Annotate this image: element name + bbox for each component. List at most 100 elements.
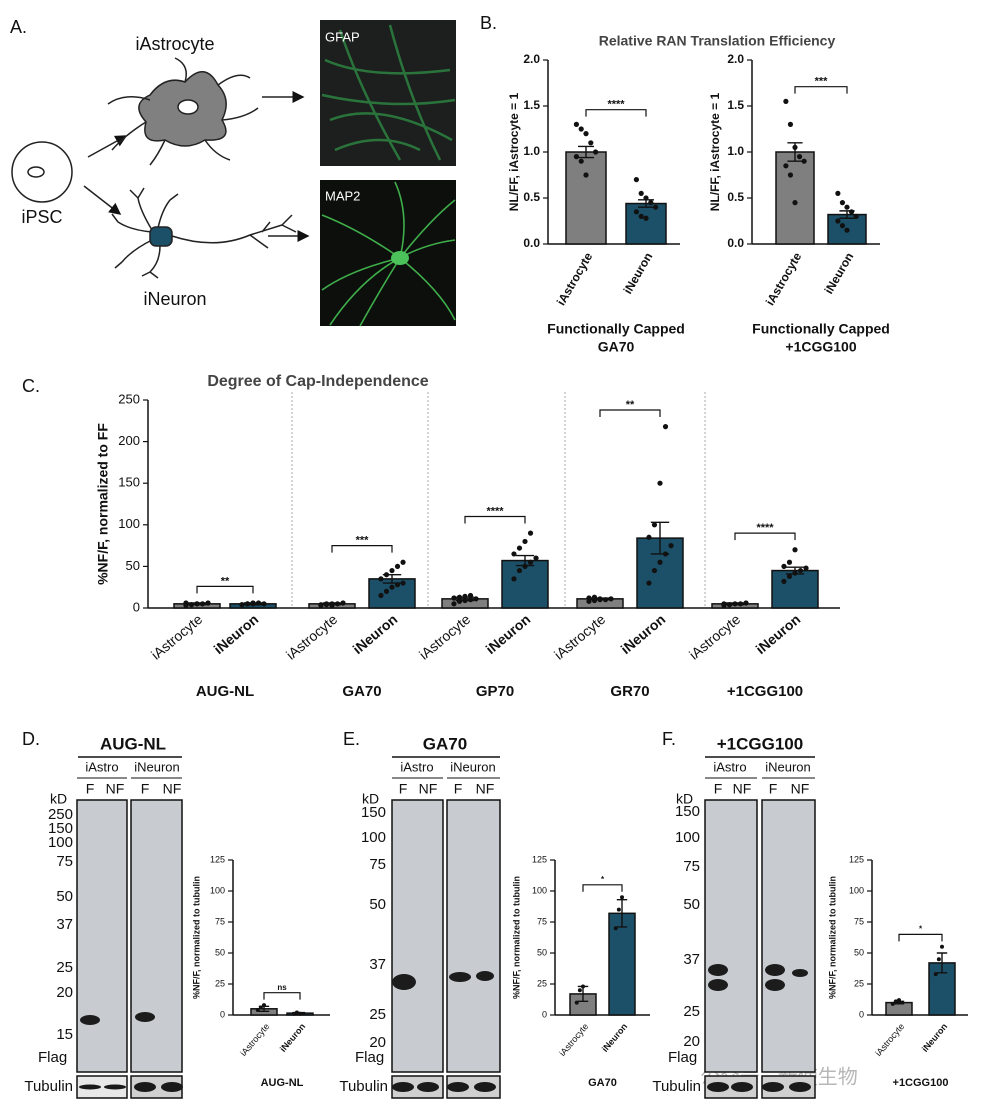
data-point xyxy=(389,567,395,574)
panel-label: C. xyxy=(22,376,40,396)
data-point xyxy=(394,582,401,588)
data-point xyxy=(205,600,211,606)
data-point xyxy=(383,572,390,578)
marker-label: 150 xyxy=(361,804,386,821)
y-tick-label: 0.5 xyxy=(523,190,540,204)
blot-band xyxy=(765,964,785,976)
data-point xyxy=(848,209,855,215)
cell-label: iPSC xyxy=(21,207,62,227)
lane-label: NF xyxy=(733,781,752,797)
significance-bracket xyxy=(582,884,623,892)
data-point xyxy=(334,601,341,607)
category-label: iAstrocyte xyxy=(873,1021,906,1058)
data-point xyxy=(378,576,384,582)
category-label: iAstrocyte xyxy=(551,611,609,663)
significance-label: *** xyxy=(815,76,829,88)
marker-label: 20 xyxy=(369,1034,386,1051)
y-axis-label: %NF/F, normalized to tubulin xyxy=(511,876,521,999)
marker-label: 15 xyxy=(56,1026,73,1043)
loading-band xyxy=(79,1084,101,1090)
dendrites xyxy=(111,187,179,279)
data-point xyxy=(643,195,649,201)
y-axis-label: %NF/F, normalized to tubulin xyxy=(191,876,201,999)
chart-title: Relative RAN Translation Efficiency xyxy=(599,33,836,49)
blot-band xyxy=(135,1012,155,1022)
data-point xyxy=(737,601,744,607)
loading-band xyxy=(104,1084,126,1090)
map2-image xyxy=(320,180,456,326)
cell-label: iAstrocyte xyxy=(135,34,214,54)
significance-bracket xyxy=(734,532,796,541)
data-point xyxy=(657,559,663,565)
y-tick-label: 75 xyxy=(215,916,225,926)
blot-membrane xyxy=(761,799,816,1073)
error-bar xyxy=(936,952,948,974)
data-point xyxy=(844,204,850,210)
data-point xyxy=(194,601,200,607)
significance-label: **** xyxy=(756,522,774,534)
loading-label: Tubulin xyxy=(652,1078,701,1095)
data-point xyxy=(803,565,809,571)
data-point xyxy=(188,602,195,608)
data-point xyxy=(255,600,262,606)
marker-label: 100 xyxy=(675,829,700,846)
data-point xyxy=(378,592,384,599)
marker-label: 25 xyxy=(683,1003,700,1020)
y-tick-label: 0 xyxy=(542,1009,547,1019)
loading-band xyxy=(161,1082,183,1092)
y-tick-label: 75 xyxy=(537,916,547,926)
y-tick-label: 0.0 xyxy=(523,236,540,250)
data-point xyxy=(783,98,789,104)
astrocyte-processes xyxy=(107,57,259,166)
data-point xyxy=(721,601,727,607)
data-point xyxy=(578,158,584,164)
y-tick-label: 125 xyxy=(532,854,547,864)
loading-band xyxy=(392,1082,414,1092)
group-label: Functionally Capped xyxy=(547,321,685,337)
group-label: AUG-NL xyxy=(261,1077,304,1089)
data-point xyxy=(578,126,584,132)
data-point xyxy=(473,596,479,602)
significance-bracket xyxy=(196,585,254,594)
data-point xyxy=(662,424,669,430)
marker-label: 250 xyxy=(48,806,73,823)
gfap-signal xyxy=(321,24,456,161)
data-point xyxy=(294,1010,299,1015)
marker-label: 37 xyxy=(683,951,700,968)
data-point xyxy=(933,972,938,977)
y-tick-label: 0 xyxy=(220,1009,225,1019)
data-point xyxy=(250,600,256,606)
blot-unit: kD xyxy=(676,791,693,807)
category-label: iAstrocyte xyxy=(686,611,744,663)
arrow xyxy=(83,185,122,215)
blot-band xyxy=(708,979,728,991)
stain-label: GFAP xyxy=(325,29,360,44)
data-point xyxy=(792,144,798,150)
y-tick-label: 1.5 xyxy=(523,98,540,112)
y-axis-label: %NF/F, normalized to FF xyxy=(95,423,111,585)
data-point xyxy=(657,480,663,486)
significance-label: ns xyxy=(277,983,287,992)
marker-label: 37 xyxy=(56,916,73,933)
y-tick-label: 50 xyxy=(854,947,864,957)
y-tick-label: 150 xyxy=(118,475,140,490)
astrocyte-nucleus xyxy=(177,99,199,115)
blot-group: iAstro xyxy=(85,759,118,774)
category-label: iNeuron xyxy=(278,1021,308,1053)
loading-band xyxy=(762,1082,784,1092)
significance-bracket xyxy=(331,545,393,553)
category-label: iNeuron xyxy=(753,611,804,657)
blot-band xyxy=(765,979,785,991)
group-label: +1CGG100 xyxy=(893,1077,949,1089)
blot-unit: kD xyxy=(50,791,67,807)
target-label: Flag xyxy=(38,1049,67,1066)
data-point xyxy=(743,600,749,606)
group-label: GP70 xyxy=(476,683,514,700)
y-tick-label: 0.5 xyxy=(727,190,744,204)
data-point xyxy=(318,602,324,608)
y-tick-label: 0 xyxy=(133,599,140,614)
map2-soma xyxy=(391,251,409,265)
data-point xyxy=(239,602,245,608)
data-point xyxy=(467,592,474,599)
y-tick-label: 25 xyxy=(215,978,225,988)
